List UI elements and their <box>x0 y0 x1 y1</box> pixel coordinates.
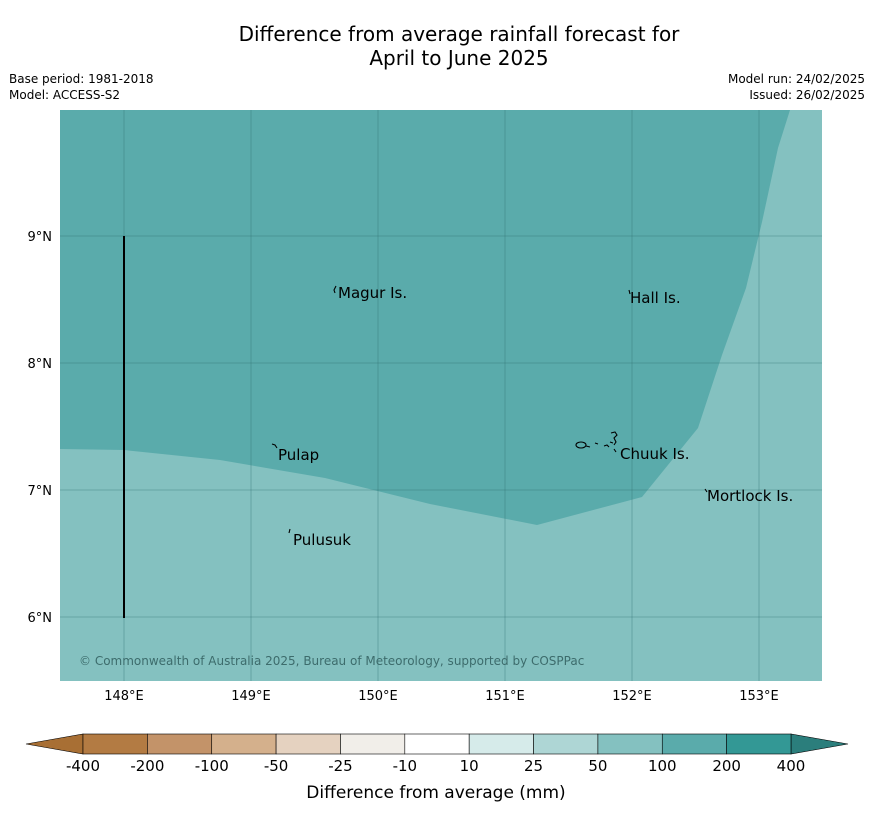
lon-tick-149: 149°E <box>231 689 271 704</box>
lat-tick-9: 9°N <box>28 230 53 245</box>
issued-text: Issued: 26/02/2025 <box>749 88 865 102</box>
colorbar-tick-label: 200 <box>712 757 741 775</box>
colorbar-cell <box>211 733 277 755</box>
colorbar-tick-label: -200 <box>130 757 164 775</box>
map-title: Difference from average rainfall forecas… <box>0 22 873 70</box>
colorbar-tick-labels: -400 -200 -100 -50 -25 -10 10 25 50 100 200 400 <box>66 757 805 775</box>
colorbar: -400 -200 -100 -50 -25 -10 10 25 50 100 200 400 Dif… <box>25 733 849 803</box>
place-magur: Magur Is. <box>338 284 407 302</box>
island-hall <box>628 289 631 295</box>
lat-tick-6: 6°N <box>28 611 53 626</box>
island-magur <box>333 285 337 294</box>
colorbar-label: Difference from average (mm) <box>306 783 565 803</box>
island-pulusuk <box>288 528 291 534</box>
region-100-200 <box>60 110 790 525</box>
colorbar-tick-label: -25 <box>328 757 353 775</box>
colorbar-tick-label: 400 <box>777 757 806 775</box>
copyright-text: © Commonwealth of Australia 2025, Bureau… <box>79 654 584 668</box>
model-text: Model: ACCESS-S2 <box>9 88 121 102</box>
title-line-2: April to June 2025 <box>369 46 549 70</box>
meta-right: Model run: 24/02/2025 Issued: 26/02/2025 <box>728 71 865 103</box>
colorbar-cell <box>404 733 470 755</box>
meta-left: Base period: 1981-2018 Model: ACCESS-S2 <box>9 71 154 103</box>
colorbar-tick-label: 25 <box>524 757 543 775</box>
colorbar-arrow-high <box>790 733 849 755</box>
lon-tick-151: 151°E <box>485 689 525 704</box>
colorbar-cell <box>275 733 341 755</box>
colorbar-cell <box>468 733 534 755</box>
island-mortlock <box>704 488 708 493</box>
colorbar-tick-label: -50 <box>264 757 289 775</box>
colorbar-arrow-low <box>25 733 84 755</box>
title-line-1: Difference from average rainfall forecas… <box>238 22 680 46</box>
lat-tick-7: 7°N <box>28 484 53 499</box>
colorbar-cell <box>82 733 148 755</box>
island-chuuk <box>575 431 618 453</box>
island-outlines <box>271 285 708 534</box>
lon-tick-152: 152°E <box>612 689 652 704</box>
colorbar-cell <box>661 733 727 755</box>
model-run-text: Model run: 24/02/2025 <box>727 72 865 86</box>
lon-tick-150: 150°E <box>358 689 398 704</box>
longitude-ticks: 148°E 149°E 150°E 151°E 152°E 153°E <box>104 689 779 704</box>
place-hall: Hall Is. <box>630 289 681 307</box>
lat-tick-8: 8°N <box>28 357 53 372</box>
colorbar-tick-label: 10 <box>460 757 479 775</box>
place-pulap: Pulap <box>278 446 319 464</box>
place-chuuk: Chuuk Is. <box>620 445 689 463</box>
colorbar-tick-label: -400 <box>66 757 100 775</box>
place-mortlock: Mortlock Is. <box>707 487 793 505</box>
colorbar-cell <box>340 733 406 755</box>
colorbar-cells <box>82 733 792 755</box>
colorbar-cell <box>726 733 792 755</box>
colorbar-tick-label: 100 <box>648 757 677 775</box>
colorbar-cell <box>597 733 663 755</box>
colorbar-tick-label: 50 <box>588 757 607 775</box>
island-pulap <box>271 443 278 449</box>
latitude-ticks: 9°N 8°N 7°N 6°N <box>28 230 53 626</box>
colorbar-cell <box>147 733 213 755</box>
colorbar-tick-label: -100 <box>195 757 229 775</box>
lon-tick-148: 148°E <box>104 689 144 704</box>
place-pulusuk: Pulusuk <box>293 531 351 549</box>
colorbar-cell <box>533 733 599 755</box>
colorbar-tick-label: -10 <box>393 757 418 775</box>
lon-tick-153: 153°E <box>739 689 779 704</box>
base-period-text: Base period: 1981-2018 <box>9 72 154 86</box>
map-area: Magur Is. Hall Is. Pulap Chuuk Is. Mortl… <box>60 110 822 681</box>
place-labels: Magur Is. Hall Is. Pulap Chuuk Is. Mortl… <box>278 284 793 549</box>
